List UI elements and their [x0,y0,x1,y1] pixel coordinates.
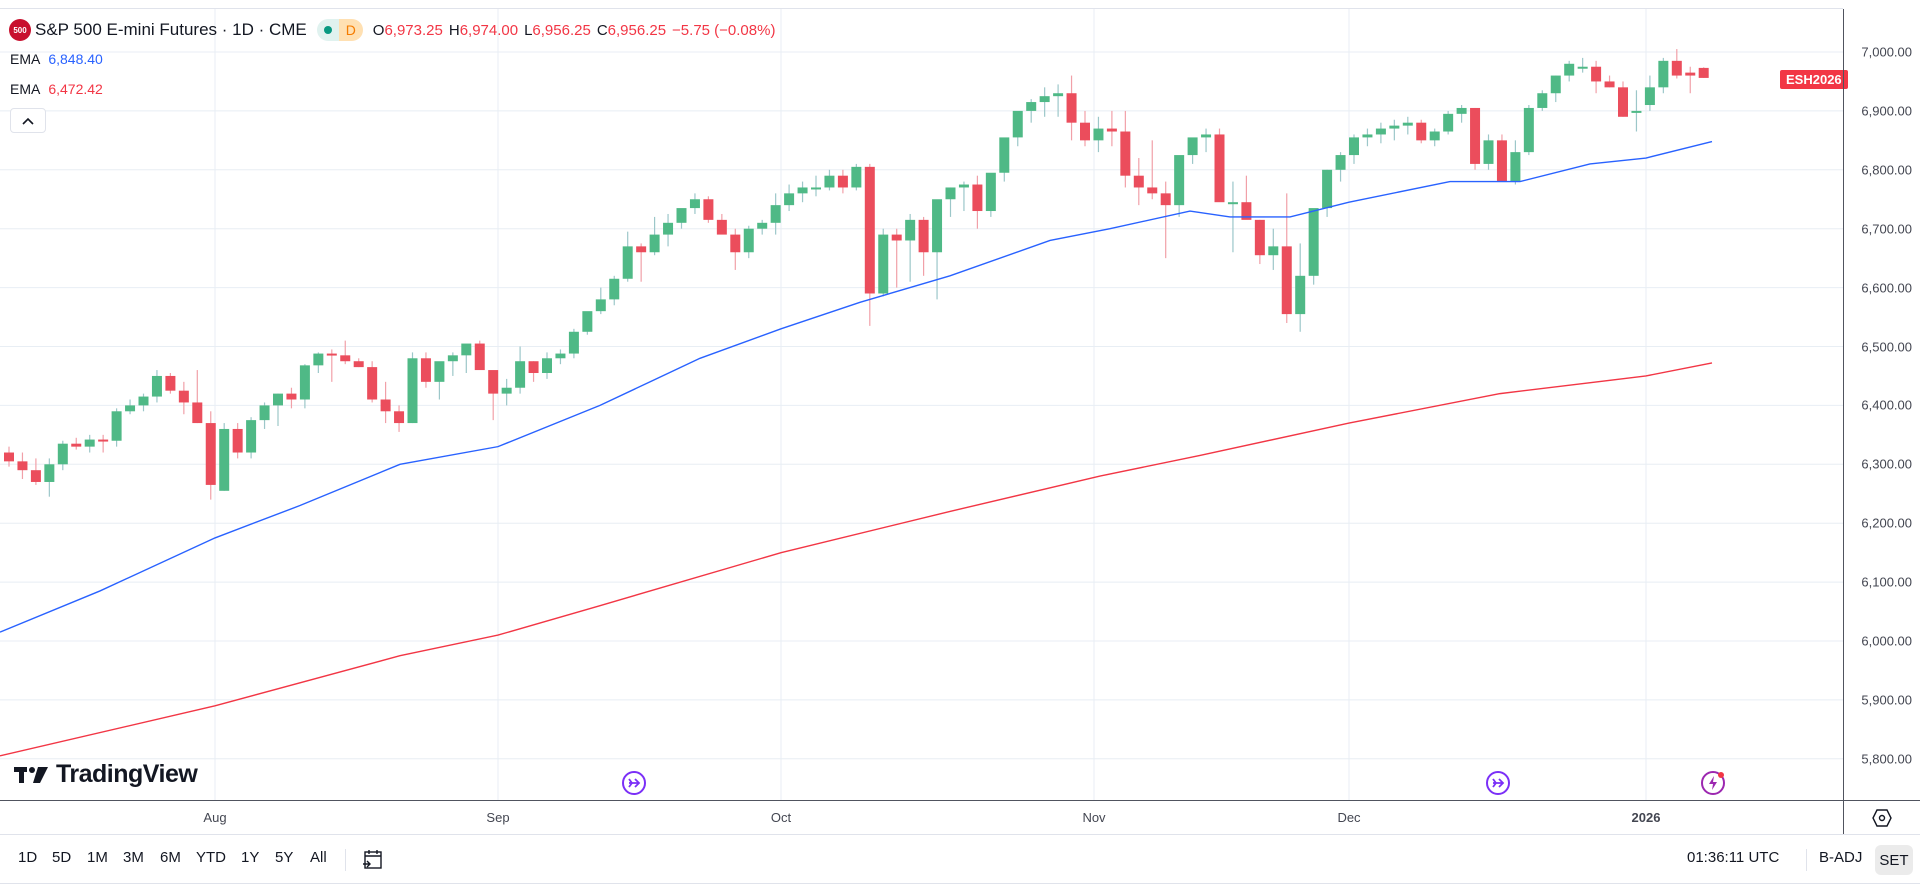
time-tick-label: Dec [1337,810,1361,825]
open-label: O [372,21,385,39]
price-tick-label: 6,900.00 [1861,103,1912,119]
price-tick-label: 6,700.00 [1861,221,1912,237]
close-label: C [596,21,608,39]
time-tick-label: 2026 [1631,810,1661,825]
high-value: 6,974.00 [459,21,519,39]
toolbar-divider [1806,849,1807,871]
range-button-all[interactable]: All [310,849,327,866]
price-tick-label: 6,500.00 [1861,339,1912,354]
price-tick-label: 6,200.00 [1861,515,1912,531]
price-tick-label: 6,100.00 [1861,574,1912,590]
session-toggle[interactable]: SET [1875,845,1913,875]
range-button-5d[interactable]: 5D [52,849,72,866]
ticker-price-tag: ESH2026 [1780,70,1848,89]
price-tick-label: 6,800.00 [1861,162,1912,178]
logo-text: TradingView [56,760,198,788]
range-button-1y[interactable]: 1Y [241,849,260,866]
close-value: 6,956.25 [607,21,667,39]
toolbar-divider [345,849,346,871]
bottom-border [0,883,1920,884]
chevron-up-icon [22,117,34,125]
time-tick-label: Sep [486,810,510,825]
range-button-ytd[interactable]: YTD [196,849,226,866]
event-marker-split-icon[interactable] [1485,770,1511,796]
price-tick-label: 6,400.00 [1861,397,1912,413]
bottom-toolbar: 1D 5D 1M 3M 6M YTD 1Y 5Y All 01:36:11 UTC B-ADJ … [0,834,1920,885]
settings-hexagon-icon [1872,808,1892,827]
chart-pane[interactable] [0,9,1843,800]
chart-settings-button[interactable] [1843,800,1920,834]
collapse-legend-button[interactable] [10,108,46,133]
ema-fast-value: 6,848.40 [48,51,103,67]
back-adjust-toggle[interactable]: B-ADJ [1819,849,1863,866]
price-tick-label: 6,600.00 [1861,280,1912,296]
tradingview-logo-icon [14,766,48,783]
ema-fast-legend[interactable]: EMA 6,848.40 [10,51,103,67]
range-button-5y[interactable]: 5Y [275,849,294,866]
ema-slow-legend[interactable]: EMA 6,472.42 [10,81,103,97]
time-tick-label: Oct [770,810,792,825]
open-value: 6,973.25 [384,21,443,39]
time-axis[interactable]: Aug Sep Oct Nov Dec 2026 [0,800,1843,834]
price-tick-label: 6,000.00 [1861,633,1912,649]
symbol-title[interactable]: S&P 500 E-mini Futures · 1D · CME [35,20,307,39]
go-to-date-calendar-icon[interactable] [362,848,384,872]
range-button-3m[interactable]: 3M [123,849,144,866]
range-button-1d[interactable]: 1D [18,849,38,866]
change-value: −5.75 (−0.08%) [672,21,776,39]
price-tick-label: 7,000.00 [1861,44,1912,60]
price-tick-label: 5,800.00 [1861,751,1912,767]
ema-fast-label: EMA [10,51,41,67]
low-label: L [524,21,533,39]
symbol-logo-icon: 500 [9,19,31,41]
time-tick-label: Aug [203,810,227,825]
price-axis[interactable]: 7,000.00 6,900.00 6,800.00 6,700.00 6,600.00… [1843,9,1920,800]
range-button-6m[interactable]: 6M [160,849,181,866]
ema-slow-value: 6,472.42 [48,81,103,97]
ema-slow-label: EMA [10,81,41,97]
market-status-chip[interactable]: D [316,19,363,41]
event-marker-lightning-icon[interactable] [1700,770,1726,796]
event-marker-split-icon[interactable] [621,770,647,796]
ohlc-values: O6,973.25 H6,974.00 L6,956.25 C6,956.25 … [373,22,776,39]
delayed-data-badge: D [338,19,363,41]
top-border [0,8,1843,9]
tradingview-logo[interactable]: TradingView [14,760,198,789]
price-tick-label: 6,300.00 [1861,456,1912,472]
symbol-legend[interactable]: 500 S&P 500 E-mini Futures · 1D · CME D … [9,19,775,41]
low-value: 6,956.25 [532,21,591,39]
range-button-1m[interactable]: 1M [87,849,108,866]
time-tick-label: Nov [1082,810,1106,825]
high-label: H [448,21,460,39]
clock-utc[interactable]: 01:36:11 UTC [1687,849,1780,866]
price-tick-label: 5,900.00 [1861,692,1912,708]
price-chart[interactable] [0,9,1843,800]
market-open-dot-icon [316,19,339,41]
